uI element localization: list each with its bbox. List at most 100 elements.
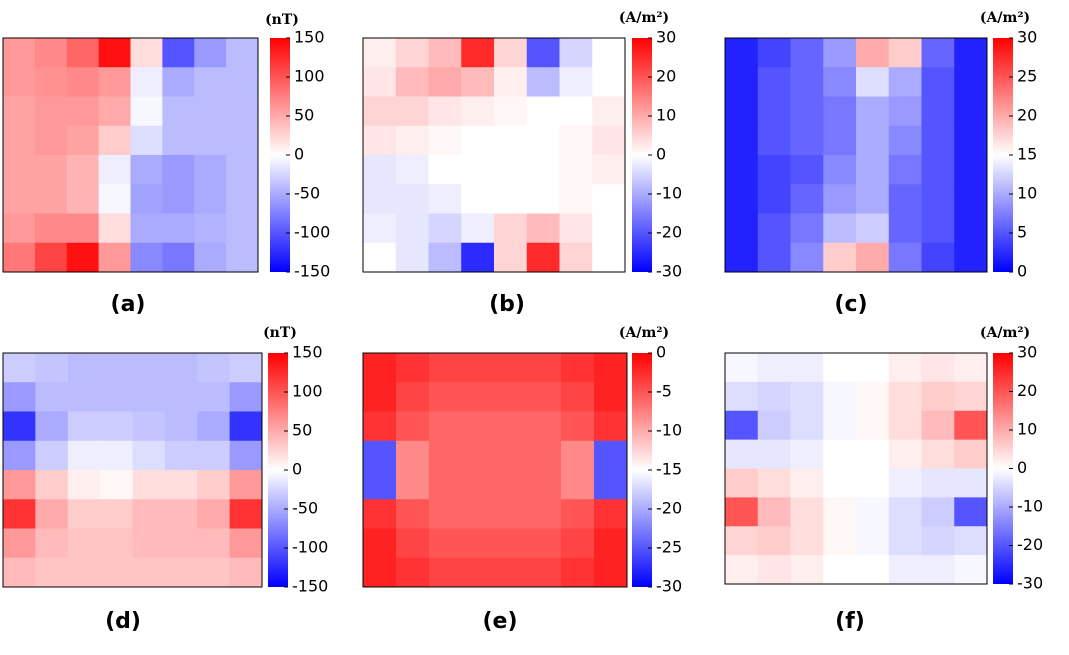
heatmap-cell (856, 468, 890, 498)
heatmap-cell (559, 213, 593, 244)
heatmap-cell (954, 410, 988, 441)
colorbar-tick-label: -50 (292, 499, 318, 518)
heatmap-cell (395, 184, 429, 214)
panel-label: (b) (489, 292, 525, 317)
heatmap-cell (3, 125, 36, 156)
heatmap-cell (66, 67, 100, 97)
heatmap-cell (888, 242, 922, 273)
colorbar-tick-label: 50 (294, 106, 314, 125)
heatmap-cell (954, 497, 988, 527)
panel-label: (c) (834, 292, 867, 317)
heatmap-cell (164, 411, 198, 442)
heatmap-cell (100, 528, 133, 559)
heatmap-cell (757, 526, 791, 556)
heatmap-cell (197, 353, 231, 383)
heatmap-cell (790, 381, 824, 412)
heatmap-cell (226, 38, 259, 68)
heatmap-cell (461, 96, 495, 127)
heatmap-cell (132, 353, 166, 383)
heatmap-cell (100, 470, 133, 500)
heatmap-cell (921, 242, 955, 273)
colorbar-tick-label: 50 (292, 421, 312, 440)
heatmap-cell (594, 528, 628, 559)
heatmap-cell (3, 242, 36, 273)
heatmap-cell (757, 410, 791, 441)
heatmap-cell (428, 67, 462, 97)
heatmap-cell (3, 184, 36, 214)
colorbar-tick-label: -30 (1017, 574, 1043, 593)
heatmap-cell (132, 411, 166, 442)
heatmap-cell (954, 439, 988, 469)
heatmap-cell (592, 38, 626, 68)
heatmap-cell (823, 213, 857, 244)
heatmap-cell (823, 67, 857, 97)
heatmap-cell (921, 381, 955, 412)
heatmap-cell (363, 67, 397, 97)
heatmap-cell (561, 499, 595, 529)
heatmap-cell (856, 213, 890, 244)
heatmap-cell (526, 213, 560, 244)
heatmap-cell (132, 440, 166, 471)
heatmap-cell (363, 382, 397, 412)
heatmap-cell (823, 242, 857, 273)
heatmap-cell (757, 381, 791, 412)
heatmap-cell (395, 67, 429, 97)
heatmap-cell (197, 440, 231, 471)
heatmap-cell (954, 184, 988, 214)
heatmap-cell (790, 526, 824, 556)
heatmap-cell (823, 410, 857, 441)
heatmap-cell (594, 353, 628, 383)
heatmap-cell (3, 353, 36, 383)
heatmap-cell (921, 526, 955, 556)
heatmap-cell (164, 499, 198, 529)
heatmap-cell (921, 38, 955, 68)
heatmap-cell (856, 184, 890, 214)
heatmap-cell (954, 555, 988, 585)
heatmap-cell (3, 38, 36, 68)
heatmap-cell (130, 38, 163, 68)
heatmap-cell (229, 528, 263, 559)
heatmap-cell (67, 440, 101, 471)
heatmap-cell (35, 353, 69, 383)
heatmap-cell (162, 67, 195, 97)
heatmap-cell (132, 470, 166, 500)
heatmap-cell (526, 155, 560, 185)
heatmap-cell (725, 67, 759, 97)
heatmap-cell (98, 213, 131, 244)
heatmap-cell (592, 184, 626, 214)
heatmap-cell (226, 96, 259, 127)
colorbar-tick-label: -10 (656, 184, 682, 203)
heatmap-cell (921, 67, 955, 97)
heatmap-cell (888, 155, 922, 185)
heatmap-cell (3, 411, 36, 442)
colorbar (268, 353, 288, 587)
heatmap-cell (757, 67, 791, 97)
colorbar-tick-label: -20 (656, 499, 682, 518)
heatmap-cell (197, 528, 231, 559)
heatmap-cell (790, 213, 824, 244)
heatmap-cell (462, 528, 496, 559)
heatmap-cell (494, 96, 528, 127)
heatmap-cell (856, 242, 890, 273)
colorbar-unit: (A/m²) (619, 325, 669, 341)
heatmap-cell (790, 555, 824, 585)
heatmap-cell (494, 184, 528, 214)
heatmap-cell (98, 184, 131, 214)
heatmap-cell (67, 353, 101, 383)
heatmap-cell (757, 155, 791, 185)
heatmap-cell (164, 440, 198, 471)
colorbar-tick-label: 10 (656, 106, 676, 125)
heatmap-cell (757, 439, 791, 469)
panel-label: (f) (835, 609, 865, 634)
heatmap-cell (494, 242, 528, 273)
heatmap-cell (396, 440, 430, 471)
heatmap-cell (954, 213, 988, 244)
heatmap-cell (561, 353, 595, 383)
heatmap-cell (725, 497, 759, 527)
heatmap-cell (229, 470, 263, 500)
heatmap-cell (790, 96, 824, 127)
heatmap-cell (363, 499, 397, 529)
heatmap-cell (66, 184, 100, 214)
heatmap-cell (561, 440, 595, 471)
